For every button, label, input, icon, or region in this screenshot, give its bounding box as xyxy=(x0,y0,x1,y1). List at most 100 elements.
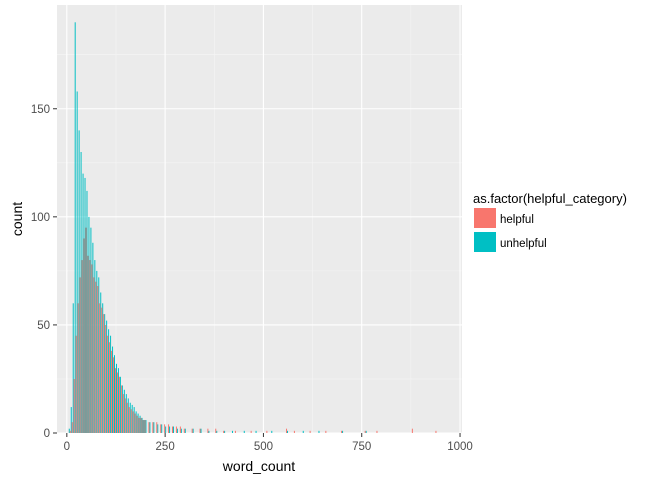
bar-unhelpful xyxy=(131,404,133,433)
bar-helpful xyxy=(69,430,71,433)
bar-unhelpful xyxy=(86,190,88,433)
bar-helpful xyxy=(435,430,437,433)
bar-helpful xyxy=(81,260,83,433)
bar-helpful xyxy=(175,426,177,433)
bar-helpful xyxy=(199,428,201,433)
bar-unhelpful xyxy=(110,335,112,433)
bar-unhelpful xyxy=(149,422,151,433)
bar-helpful xyxy=(148,422,150,433)
bar-unhelpful xyxy=(172,426,174,433)
bar-helpful xyxy=(103,314,105,433)
x-tick-label: 1000 xyxy=(447,441,473,453)
bar-helpful xyxy=(250,430,252,433)
bar-helpful xyxy=(71,422,73,433)
bar-unhelpful xyxy=(125,394,127,433)
bar-unhelpful xyxy=(192,428,194,433)
bar-helpful xyxy=(113,357,115,433)
bar-helpful xyxy=(286,428,288,433)
bar-helpful xyxy=(223,430,225,433)
bar-helpful xyxy=(215,428,217,433)
bar-helpful xyxy=(93,277,95,433)
plot-panel xyxy=(57,5,462,433)
bar-unhelpful xyxy=(127,398,129,433)
bar-unhelpful xyxy=(157,424,159,433)
axes: 0 250 500 750 1000 0 50 100 150 xyxy=(31,104,473,453)
bar-unhelpful xyxy=(82,173,84,433)
bar-helpful xyxy=(341,430,343,433)
bar-unhelpful xyxy=(231,430,233,433)
bar-helpful xyxy=(140,417,142,433)
x-tick-label: 0 xyxy=(64,441,70,453)
legend-label-unhelpful: unhelpful xyxy=(500,238,547,250)
bar-unhelpful xyxy=(96,270,98,433)
bar-unhelpful xyxy=(302,430,304,433)
bar-helpful xyxy=(89,260,91,433)
bar-unhelpful xyxy=(161,424,163,433)
bar-helpful xyxy=(207,428,209,433)
bar-helpful xyxy=(411,428,413,433)
bar-unhelpful xyxy=(169,426,171,433)
bar-unhelpful xyxy=(342,430,344,433)
y-tick-label: 0 xyxy=(44,428,50,440)
bar-unhelpful xyxy=(108,329,110,433)
bar-unhelpful xyxy=(80,151,82,433)
bar-helpful xyxy=(83,238,85,433)
bar-helpful xyxy=(152,422,154,433)
bar-unhelpful xyxy=(68,428,70,433)
bar-unhelpful xyxy=(255,430,257,433)
bar-unhelpful xyxy=(271,430,273,433)
bar-helpful xyxy=(91,264,93,433)
bar-unhelpful xyxy=(224,430,226,433)
bar-helpful xyxy=(325,430,327,433)
bar-unhelpful xyxy=(143,420,145,433)
bar-unhelpful xyxy=(123,389,125,433)
bar-helpful xyxy=(122,394,124,433)
x-tick-label: 250 xyxy=(156,441,175,453)
bar-helpful xyxy=(109,342,111,433)
legend-title: as.factor(helpful_category) xyxy=(473,191,627,206)
bar-unhelpful xyxy=(137,413,139,433)
bar-helpful xyxy=(120,385,122,433)
bar-helpful xyxy=(364,430,366,433)
bar-unhelpful xyxy=(92,242,94,433)
bar-helpful xyxy=(191,428,193,433)
bar-helpful xyxy=(376,430,378,433)
bar-unhelpful xyxy=(121,385,123,433)
bar-helpful xyxy=(118,376,120,433)
bar-unhelpful xyxy=(78,130,80,434)
bar-helpful xyxy=(144,420,146,433)
legend-key-unhelpful xyxy=(474,232,496,252)
bar-unhelpful xyxy=(287,430,289,433)
bar-helpful xyxy=(95,281,97,433)
bar-unhelpful xyxy=(145,420,147,433)
bar-helpful xyxy=(136,415,138,433)
bar-helpful xyxy=(116,372,118,433)
bar-helpful xyxy=(101,307,103,433)
bar-helpful xyxy=(309,430,311,433)
bar-helpful xyxy=(114,368,116,433)
bar-unhelpful xyxy=(76,91,78,433)
bar-helpful xyxy=(107,335,109,433)
legend-key-helpful xyxy=(474,208,496,228)
bar-unhelpful xyxy=(88,216,90,433)
bar-unhelpful xyxy=(117,368,119,433)
bars xyxy=(68,22,437,434)
bar-helpful xyxy=(134,413,136,433)
x-tick-label: 500 xyxy=(254,441,273,453)
bar-helpful xyxy=(105,324,107,433)
bar-helpful xyxy=(142,420,144,433)
bar-unhelpful xyxy=(112,346,114,433)
bar-helpful xyxy=(183,428,185,433)
bar-unhelpful xyxy=(114,355,115,433)
bar-unhelpful xyxy=(72,303,74,433)
bar-helpful xyxy=(179,426,181,433)
bar-unhelpful xyxy=(318,430,320,433)
bar-unhelpful xyxy=(102,303,104,433)
bar-unhelpful xyxy=(129,402,131,433)
bar-unhelpful xyxy=(84,177,86,433)
bar-helpful xyxy=(138,417,140,433)
bar-unhelpful xyxy=(104,314,106,433)
bar-unhelpful xyxy=(115,363,117,433)
bar-helpful xyxy=(168,424,170,433)
